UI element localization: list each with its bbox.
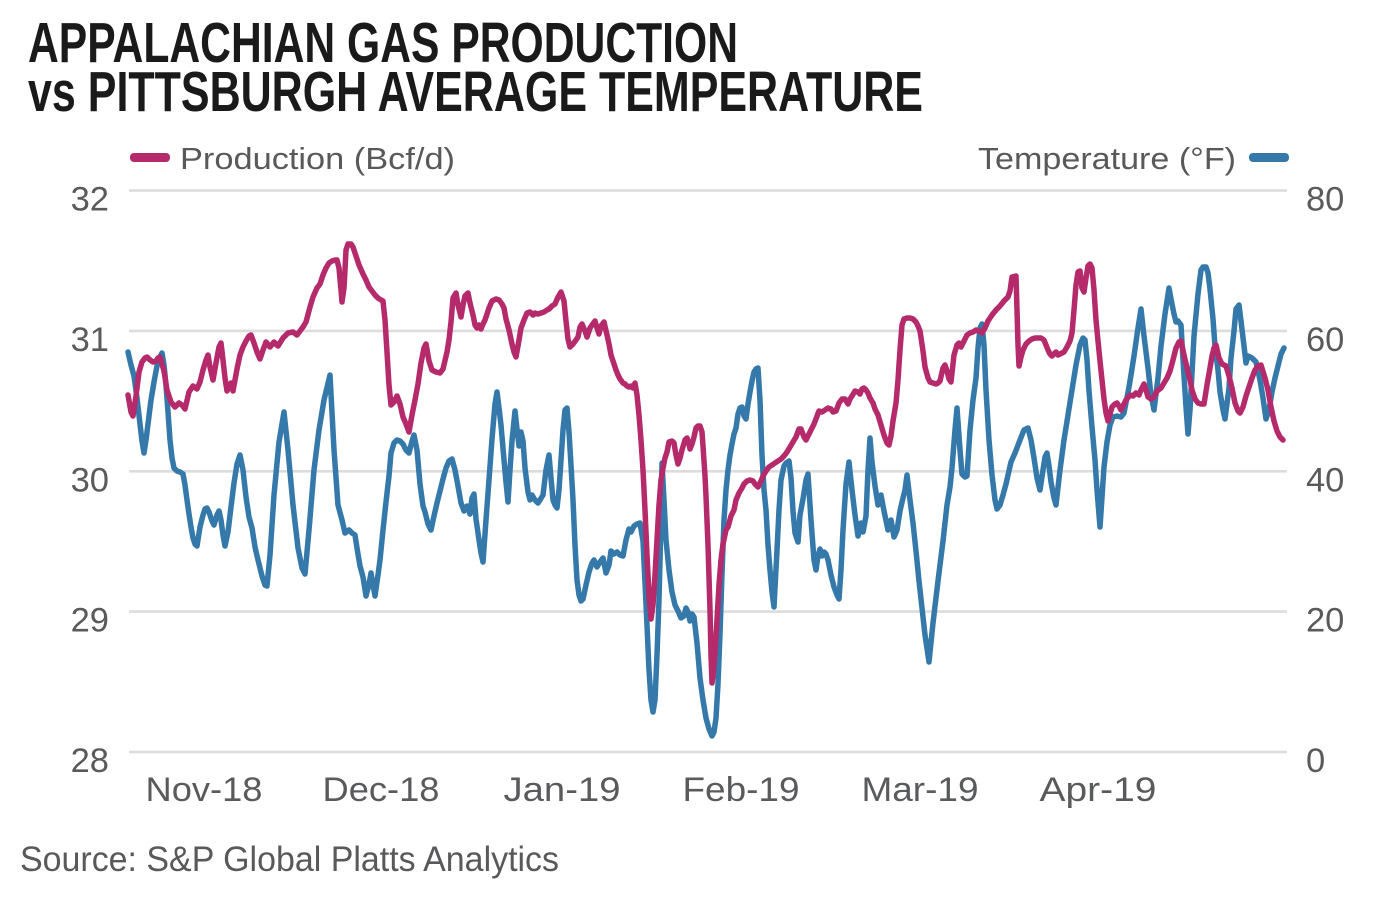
svg-text:40: 40 [1306,461,1344,499]
svg-text:Feb-19: Feb-19 [683,771,800,809]
svg-text:29: 29 [71,602,109,640]
svg-text:Source: S&P Global Platts Anal: Source: S&P Global Platts Analytics [20,840,559,879]
svg-text:60: 60 [1306,321,1344,359]
svg-text:Mar-19: Mar-19 [862,771,979,809]
svg-text:32: 32 [71,181,109,219]
svg-text:28: 28 [71,742,109,780]
svg-text:Nov-18: Nov-18 [146,771,263,809]
svg-text:Production (Bcf/d): Production (Bcf/d) [180,141,455,176]
svg-text:Dec-18: Dec-18 [323,771,440,809]
svg-text:80: 80 [1306,181,1344,219]
svg-text:Jan-19: Jan-19 [504,771,621,809]
svg-text:0: 0 [1306,742,1325,780]
svg-text:Temperature (°F): Temperature (°F) [978,141,1236,176]
svg-text:31: 31 [71,321,109,359]
svg-text:20: 20 [1306,602,1344,640]
svg-text:vs PITTSBURGH AVERAGE TEMPERAT: vs PITTSBURGH AVERAGE TEMPERATURE [28,60,923,124]
svg-text:APPALACHIAN GAS PRODUCTION: APPALACHIAN GAS PRODUCTION [28,11,738,75]
svg-text:Apr-19: Apr-19 [1040,771,1157,809]
svg-text:30: 30 [71,461,109,499]
